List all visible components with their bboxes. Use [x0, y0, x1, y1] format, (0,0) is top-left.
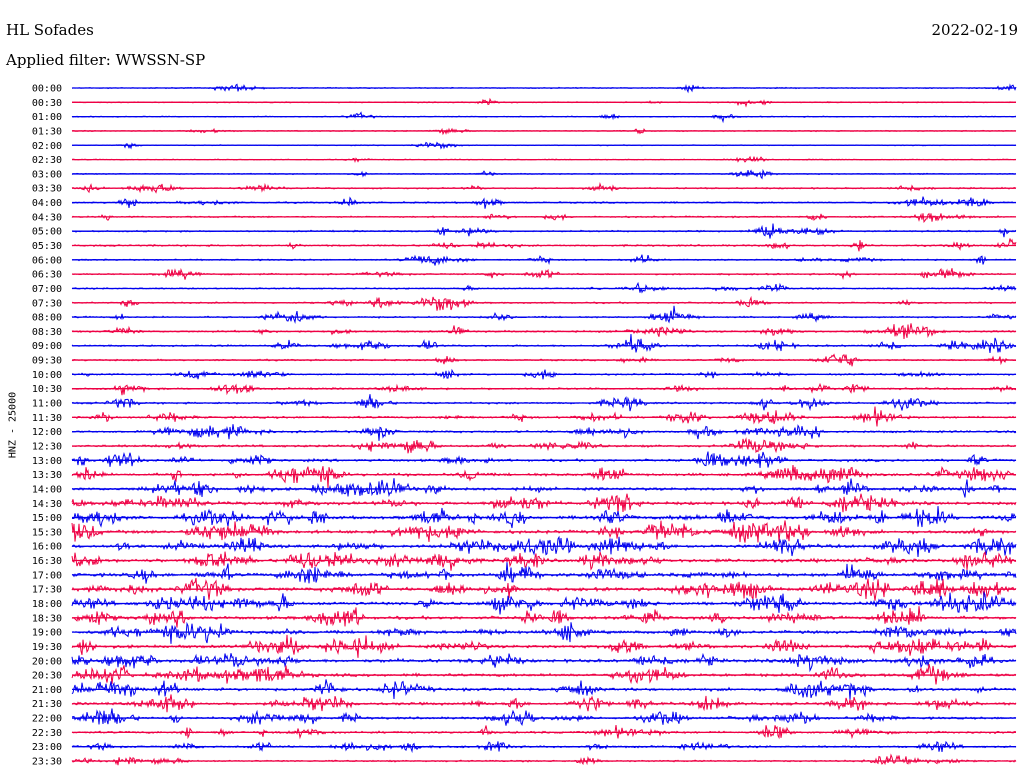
time-tick-label: 23:00	[32, 742, 62, 753]
time-tick-label: 16:30	[32, 556, 62, 567]
time-tick-label: 15:00	[32, 513, 62, 524]
trace-line-2000	[71, 652, 1017, 673]
trace-line-0900	[71, 334, 1017, 353]
time-tick-label: 15:30	[32, 527, 62, 538]
trace-line-2330	[71, 753, 1017, 766]
time-tick-label: 19:30	[32, 642, 62, 653]
time-tick-label: 12:30	[32, 441, 62, 452]
time-tick-label: 06:30	[32, 270, 62, 281]
time-tick-label: 21:00	[32, 685, 62, 696]
trace-line-1400	[71, 478, 1017, 498]
trace-line-1700	[71, 562, 1017, 584]
trace-line-0800	[71, 305, 1017, 324]
time-tick-label: 07:00	[32, 284, 62, 295]
time-tick-label: 16:00	[32, 542, 62, 553]
trace-line-1330	[71, 464, 1017, 489]
time-tick-label: 19:00	[32, 628, 62, 639]
time-tick-label: 10:00	[32, 370, 62, 381]
time-tick-label: 22:00	[32, 714, 62, 725]
time-tick-label: 03:00	[32, 169, 62, 180]
time-tick-label: 20:00	[32, 656, 62, 667]
time-tick-label: 08:00	[32, 313, 62, 324]
time-tick-label: 00:00	[32, 84, 62, 95]
time-tick-label: 00:30	[32, 98, 62, 109]
trace-line-2030	[71, 663, 1017, 685]
time-tick-label: 07:30	[32, 298, 62, 309]
trace-line-1830	[71, 606, 1017, 628]
trace-line-2200	[71, 708, 1017, 726]
time-tick-label: 03:30	[32, 184, 62, 195]
trace-line-0730	[71, 295, 1017, 311]
time-tick-label: 04:00	[32, 198, 62, 209]
time-tick-label: 09:30	[32, 356, 62, 367]
time-tick-label: 18:30	[32, 613, 62, 624]
time-tick-label: 01:30	[32, 126, 62, 137]
time-tick-label: 02:00	[32, 141, 62, 152]
time-tick-label: 14:00	[32, 484, 62, 495]
time-tick-label: 09:00	[32, 341, 62, 352]
time-tick-label: 02:30	[32, 155, 62, 166]
time-tick-label: 23:30	[32, 757, 62, 768]
trace-line-0430	[71, 212, 1017, 224]
time-tick-label: 21:30	[32, 699, 62, 710]
trace-line-1900	[71, 621, 1017, 644]
trace-line-1600	[71, 535, 1017, 558]
time-tick-label: 05:00	[32, 227, 62, 238]
time-tick-label: 13:00	[32, 456, 62, 467]
time-tick-label: 17:30	[32, 585, 62, 596]
filter-label: Applied filter: WWSSN-SP	[6, 51, 206, 69]
trace-line-1200	[71, 424, 1017, 441]
time-tick-label: 08:30	[32, 327, 62, 338]
trace-line-1030	[71, 382, 1017, 396]
time-tick-label: 06:00	[32, 255, 62, 266]
time-tick-label: 10:30	[32, 384, 62, 395]
time-tick-label: 11:00	[32, 399, 62, 410]
time-tick-label: 20:30	[32, 671, 62, 682]
time-tick-label: 01:00	[32, 112, 62, 123]
time-tick-label: 11:30	[32, 413, 62, 424]
time-tick-label: 14:30	[32, 499, 62, 510]
trace-line-1130	[71, 406, 1017, 427]
date-label: 2022-02-19	[931, 21, 1018, 39]
time-tick-label: 12:00	[32, 427, 62, 438]
time-tick-label: 04:30	[32, 212, 62, 223]
time-tick-label: 18:00	[32, 599, 62, 610]
time-tick-label: 22:30	[32, 728, 62, 739]
time-tick-label: 05:30	[32, 241, 62, 252]
time-tick-label: 17:00	[32, 570, 62, 581]
time-tick-label: 13:30	[32, 470, 62, 481]
trace-line-1430	[71, 493, 1017, 514]
station-title: HL Sofades	[6, 21, 94, 39]
